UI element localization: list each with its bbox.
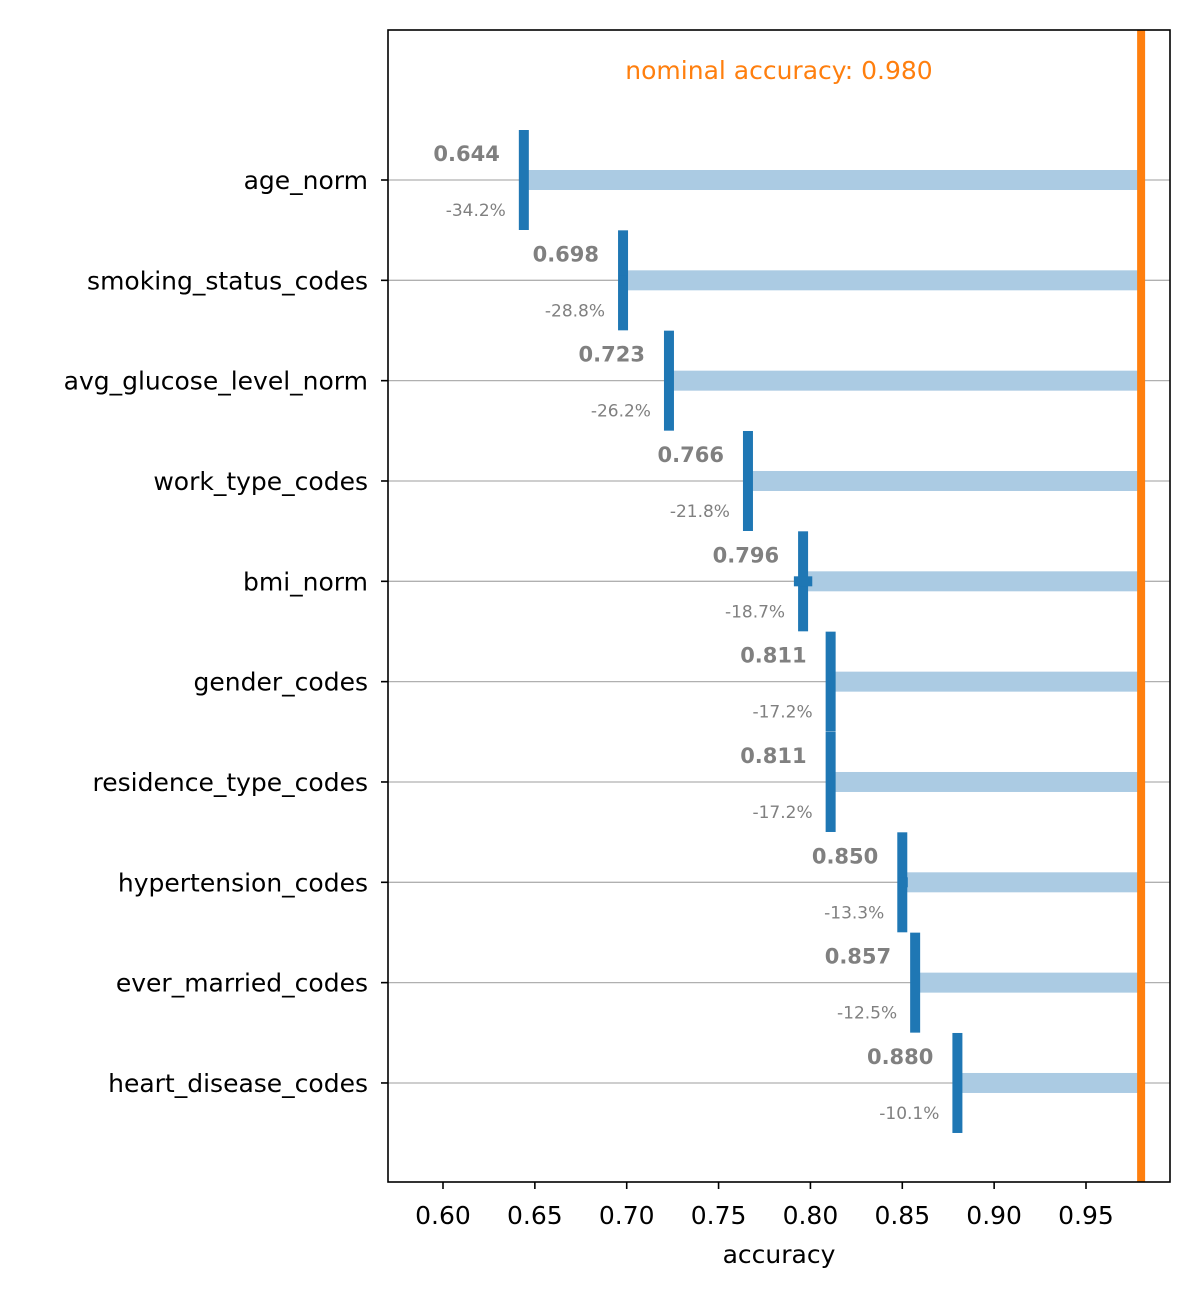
y-tick-label: work_type_codes (153, 467, 368, 496)
nominal-group: nominal accuracy: 0.980 (625, 30, 1146, 1182)
x-tick-label: 0.85 (874, 1201, 930, 1230)
x-tick-label: 0.65 (507, 1201, 563, 1230)
bar-bmi_norm (803, 571, 1142, 592)
x-tick-label: 0.60 (415, 1201, 471, 1230)
delta-label: -34.2% (446, 201, 506, 221)
value-marker-residence_type_codes (825, 731, 836, 832)
error-bar-smoking_status_codes (619, 275, 627, 286)
markers (518, 130, 963, 1133)
value-marker-gender_codes (825, 631, 836, 732)
y-tick-label: heart_disease_codes (108, 1069, 368, 1098)
bar-work_type_codes (747, 470, 1142, 491)
y-tick-label: bmi_norm (243, 567, 368, 596)
error-bar-bmi_norm (793, 576, 813, 587)
y-tick-label: avg_glucose_level_norm (64, 367, 368, 396)
annotations: 0.644 -34.2% 0.698 -28.8% 0.723 -26.2% 0.766 -2… (433, 142, 939, 1124)
delta-label: -17.2% (752, 803, 812, 823)
value-label: 0.811 (740, 644, 806, 668)
value-label: 0.644 (433, 142, 499, 166)
delta-label: -13.3% (824, 903, 884, 923)
value-marker-age_norm (518, 130, 529, 230)
bar-ever_married_codes (915, 972, 1142, 993)
value-label: 0.880 (867, 1045, 933, 1069)
bar-residence_type_codes (830, 771, 1142, 792)
plot-frame (387, 29, 1171, 1183)
value-marker-ever_married_codes (910, 932, 921, 1033)
x-tick-label: 0.75 (691, 1201, 747, 1230)
y-tick-label: gender_codes (194, 668, 368, 697)
value-label: 0.857 (825, 945, 891, 969)
bars (523, 170, 1142, 1093)
delta-label: -28.8% (545, 301, 605, 321)
error-bar-hypertension_codes (898, 877, 908, 888)
x-tick-label: 0.70 (599, 1201, 655, 1230)
y-tick-label: hypertension_codes (118, 868, 368, 897)
value-label: 0.698 (533, 242, 599, 266)
grid-lines (388, 179, 1170, 1084)
bar-age_norm (523, 170, 1142, 190)
delta-label: -17.2% (752, 703, 812, 723)
y-axis-ticks: age_norm smoking_status_codes avg_glucose_… (64, 166, 388, 1098)
delta-label: -18.7% (725, 602, 785, 622)
value-marker-work_type_codes (742, 430, 753, 531)
delta-label: -10.1% (879, 1104, 939, 1124)
value-label: 0.811 (740, 744, 806, 768)
x-tick-label: 0.80 (783, 1201, 839, 1230)
bar-avg_glucose_level_norm (668, 370, 1142, 391)
delta-label: -21.8% (670, 502, 730, 522)
value-label: 0.723 (579, 343, 645, 367)
y-tick-label: residence_type_codes (93, 768, 368, 797)
value-marker-heart_disease_codes (952, 1032, 963, 1133)
value-marker-avg_glucose_level_norm (663, 330, 674, 431)
value-label: 0.766 (658, 443, 724, 467)
value-label: 0.850 (812, 844, 878, 868)
bar-hypertension_codes (902, 872, 1142, 893)
bar-gender_codes (830, 671, 1142, 692)
y-tick-label: smoking_status_codes (87, 266, 368, 295)
y-tick-label: ever_married_codes (116, 969, 368, 998)
nominal-accuracy-label: nominal accuracy: 0.980 (625, 56, 932, 85)
delta-label: -12.5% (837, 1004, 897, 1024)
delta-label: -26.2% (591, 402, 651, 422)
x-tick-label: 0.90 (966, 1201, 1022, 1230)
x-axis-ticks: 0.60 0.65 0.70 0.75 0.80 0.85 0.90 0.95 (415, 1182, 1114, 1230)
bar-smoking_status_codes (623, 270, 1142, 291)
bar-heart_disease_codes (957, 1072, 1142, 1093)
x-axis-label: accuracy (723, 1240, 836, 1269)
x-tick-label: 0.95 (1058, 1201, 1114, 1230)
value-label: 0.796 (713, 543, 779, 567)
y-tick-label: age_norm (244, 166, 368, 195)
